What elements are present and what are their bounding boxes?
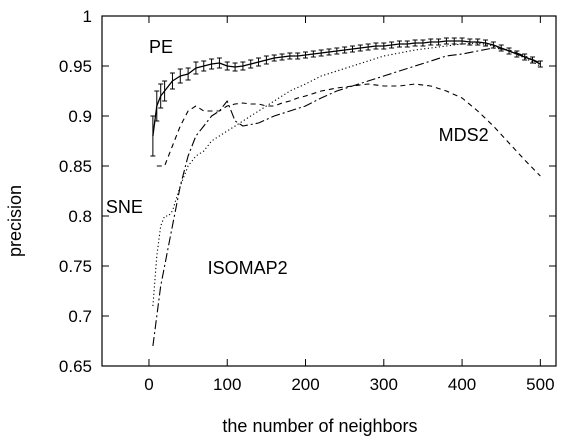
series-line-pe (152, 40, 541, 137)
x-tick-label: 0 (144, 375, 153, 394)
y-tick-label: 1 (83, 7, 92, 26)
y-axis-label: precision (5, 185, 25, 257)
x-tick-label: 400 (448, 375, 476, 394)
y-tick-label: 0.85 (59, 157, 92, 176)
x-tick-label: 500 (526, 375, 554, 394)
y-tick-label: 0.8 (68, 207, 92, 226)
series-label-pe: PE (149, 37, 173, 57)
series-line-isomap2 (152, 47, 541, 347)
annotation-layer: PE MDS2 SNE ISOMAP2 (106, 37, 489, 278)
series-pe (150, 37, 543, 157)
plot-frame (101, 15, 557, 367)
series-mds2 (156, 83, 541, 177)
series-label-mds2: MDS2 (439, 125, 489, 145)
y-tick-label: 0.65 (59, 357, 92, 376)
y-tick-label: 0.9 (68, 107, 92, 126)
x-axis-label: the number of neighbors (222, 416, 417, 436)
series-layer (150, 37, 543, 347)
x-tick-label: 300 (370, 375, 398, 394)
series-isomap2 (152, 47, 541, 347)
series-label-sne: SNE (106, 197, 143, 217)
y-tick-label: 0.75 (59, 257, 92, 276)
series-label-isomap2: ISOMAP2 (208, 258, 288, 278)
x-tick-label: 200 (291, 375, 319, 394)
x-tick-label: 100 (213, 375, 241, 394)
y-tick-label: 0.7 (68, 307, 92, 326)
series-line-mds2 (156, 83, 541, 177)
axes: 0 100 200 300 400 500 0.65 0.7 0.75 0.8 0.85 0.9 0.9… (59, 7, 557, 394)
y-tick-label: 0.95 (59, 57, 92, 76)
